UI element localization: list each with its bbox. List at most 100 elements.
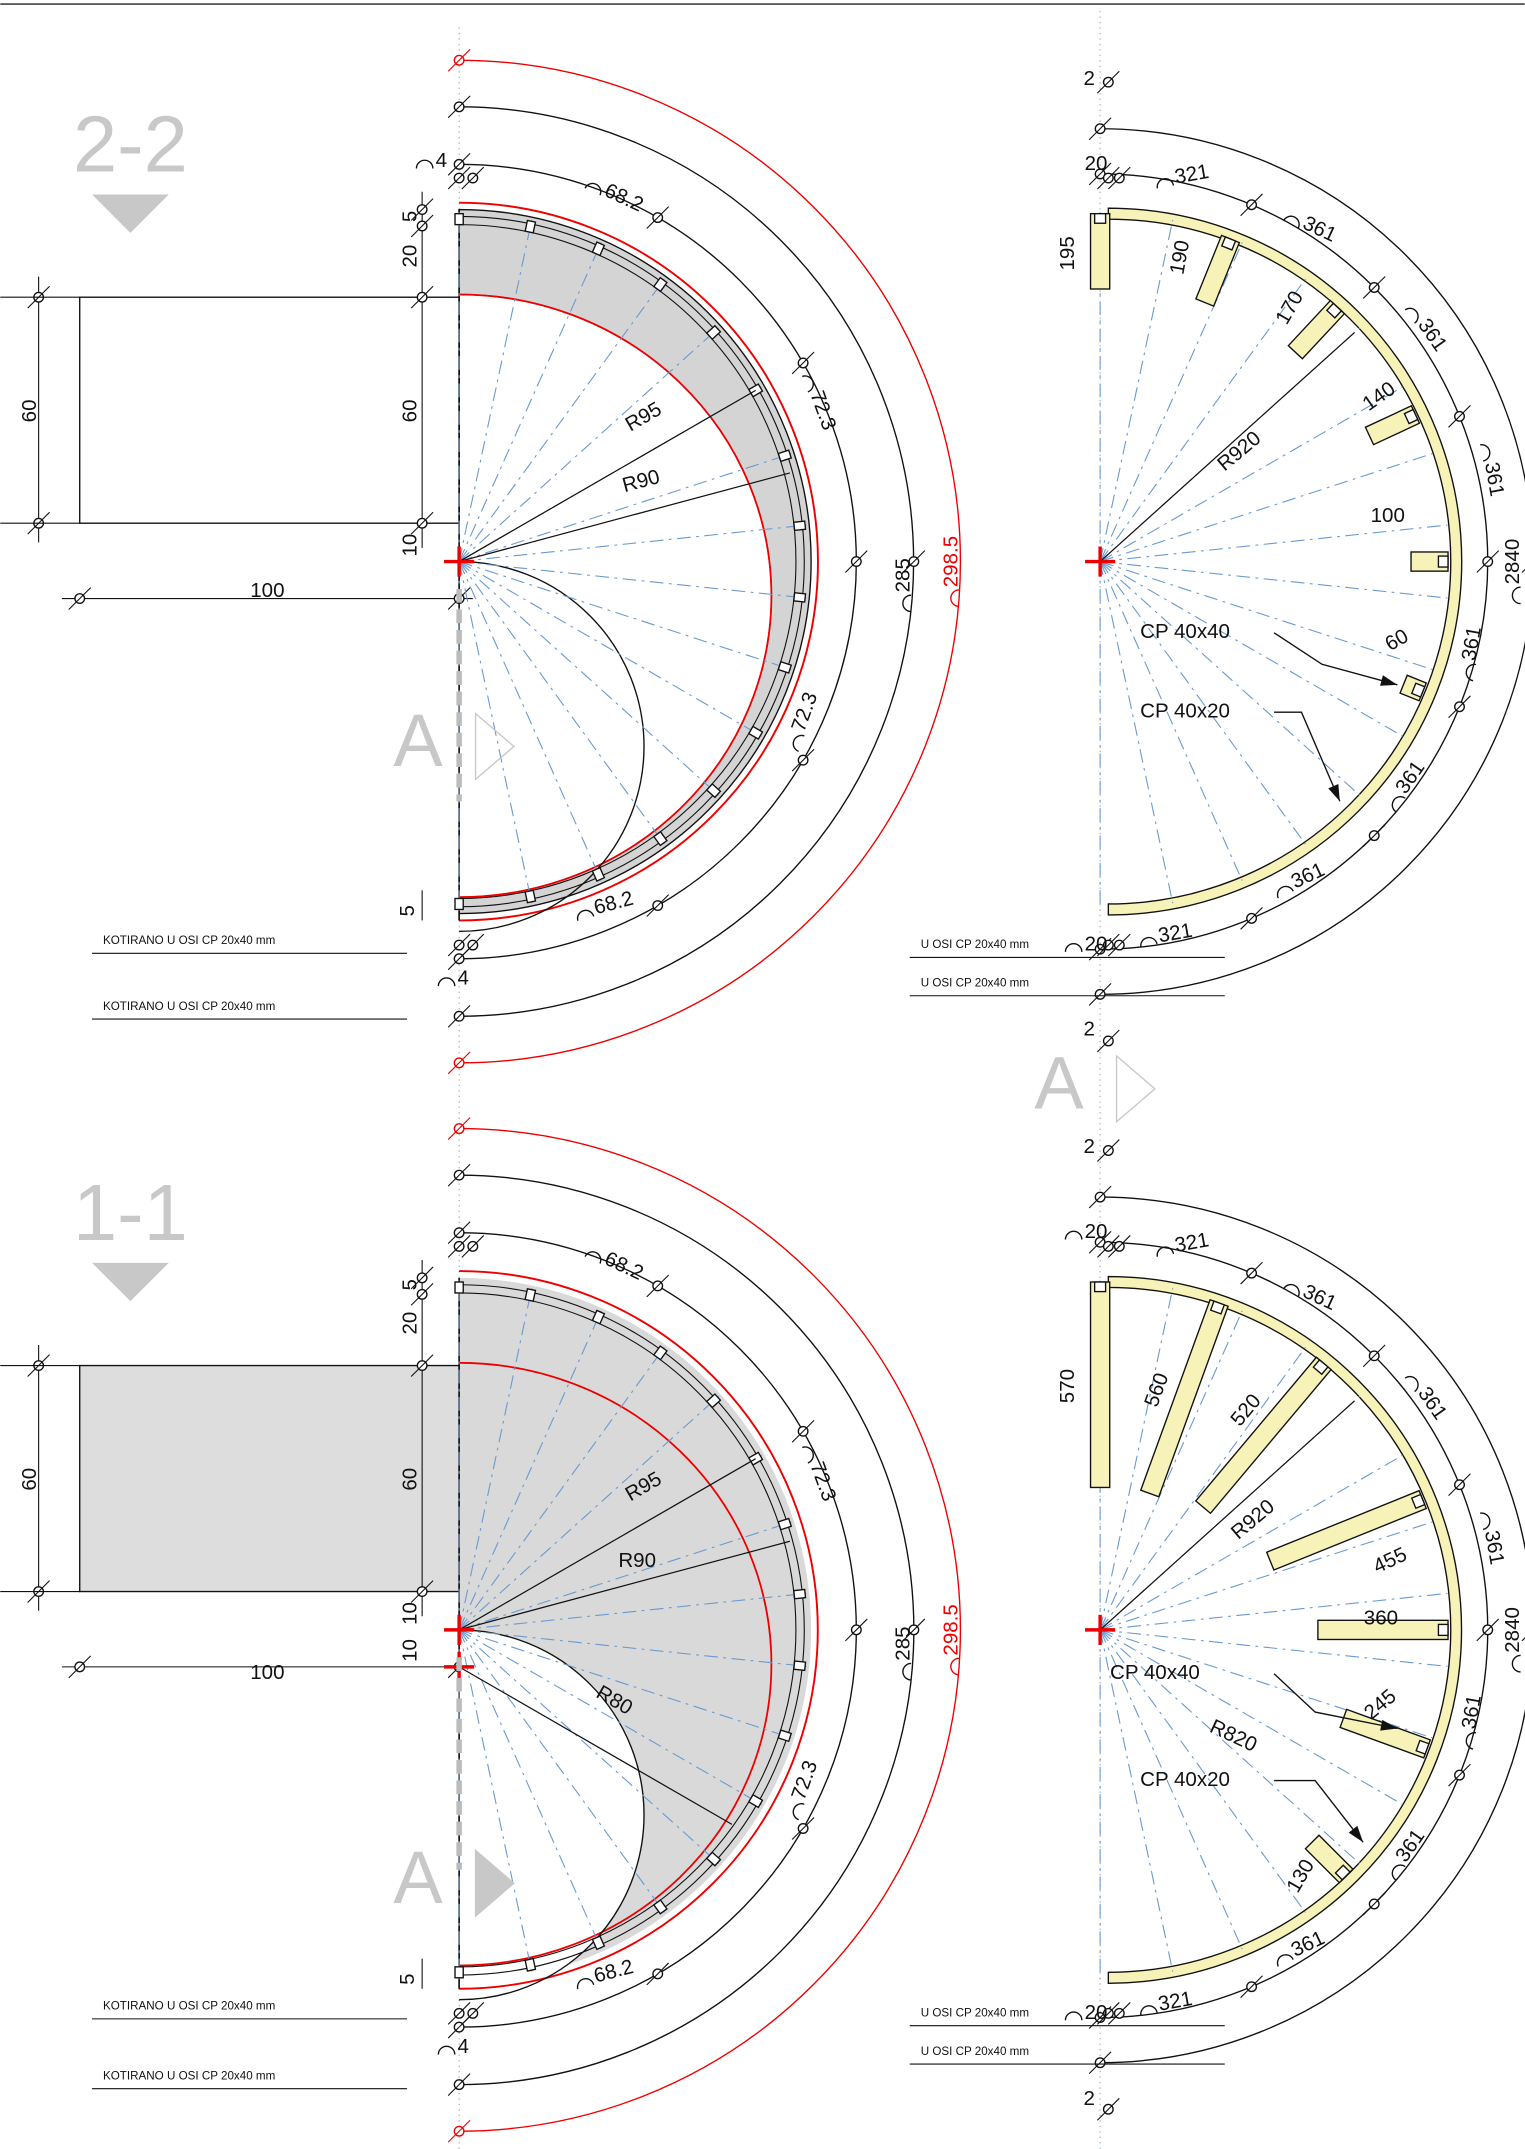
post [705,1393,722,1409]
label-text: 361 [1480,1529,1509,1567]
radial-axis [1099,1454,1403,1631]
label-text: 360 [1364,1606,1398,1629]
arc-symbol [792,734,805,753]
dimension-label: 140 [1358,377,1399,415]
dimension-tick [461,1235,485,1258]
post [705,1851,722,1867]
dimension-tick [902,550,926,573]
dimension-label: 60 [399,1468,422,1491]
leader-arrow [1380,1719,1398,1731]
dimension-tick [902,1618,926,1642]
dimension-label: 2840 [1501,539,1524,605]
label-text: 4 [436,149,447,172]
label-text: 190 [1166,238,1195,276]
radial-axis [1099,242,1243,562]
radius-line [1099,1400,1355,1631]
post [1220,236,1237,251]
radius-line [458,389,756,563]
post [591,866,606,882]
radial-axis [1099,1629,1306,1913]
dimension-tick [1448,1763,1471,1787]
radial-axis [458,242,602,562]
arc-symbol [1282,1283,1300,1297]
dimension-label: 4 [415,149,447,172]
inner-arc [459,560,645,933]
arc-symbol [1480,444,1491,462]
radial-axis [1099,219,1174,562]
label-text: R920 [1227,1495,1279,1544]
radial-axis [1099,1629,1433,1739]
dimension-tick [844,1618,868,1642]
section-marker-arrow [474,1848,515,1918]
dimension-label: 298.5 [940,536,963,608]
radial-axis [1099,1629,1174,1972]
dimension-label: 2 [1083,1017,1094,1040]
tread-bar [1089,212,1111,290]
dimension-label: CP 40x20 [1140,1768,1230,1791]
dimension-tick [1088,1230,1112,1254]
radius-line [458,1666,733,1825]
dimension-label: 20 [399,1312,422,1335]
post [793,1660,807,1672]
radial-axis [1099,1521,1433,1631]
dimension-tick [447,1117,471,1140]
post [1093,212,1107,224]
post [454,1281,464,1294]
label-text: 195 [1056,236,1079,270]
label-text: 130 [1282,1855,1319,1896]
arc-symbol [437,2045,456,2055]
dimension-tick [461,2002,485,2025]
dimension-label: 361 [1457,1693,1486,1750]
post [591,1935,606,1951]
dimension-tick [447,166,471,190]
post [1209,1300,1226,1315]
leader-arrow [1328,783,1340,802]
arc-symbol [1465,663,1477,682]
label-text: 10 [399,534,422,557]
label-text: 361 [1299,1280,1340,1315]
dimension-tick [410,198,434,221]
label-text: CP 40x20 [1140,1768,1230,1791]
label-text: 2 [1083,1135,1094,1158]
dimension-tick [1096,2097,1120,2121]
radial-axis [459,561,807,599]
stringer-red [459,201,819,922]
stringer-red [459,1270,819,1990]
radial-axis [1100,1592,1448,1631]
radial-axis [458,453,792,563]
dimension-tick [1088,117,1112,141]
dimension-label: 10 [399,534,422,557]
section-marker: A [393,1836,443,1919]
label-text: 60 [18,399,41,422]
label-text: 298.5 [940,536,963,587]
dimension-tick [447,1221,471,1245]
dimension-tick [461,933,485,957]
label-text: 10 [399,1602,422,1625]
arc-symbol [950,1657,960,1676]
label-text: 4 [458,967,469,990]
label-text: 2 [1083,67,1094,90]
dimension-tick [410,1266,434,1290]
post [454,212,464,226]
radial-axis [458,1521,792,1631]
dimension-tick [791,1419,815,1443]
label-text: R820 [1206,1715,1260,1757]
dimension-label: 130 [1282,1855,1319,1896]
post [1415,1739,1430,1755]
dimension-label: R920 [1213,427,1265,476]
dimension-tick [1096,1235,1120,1258]
label-text: 361 [1299,211,1340,246]
radial-axis [458,561,665,845]
dimension-label: 20 [1064,932,1107,955]
post [1334,1864,1351,1881]
radial-axis [1099,561,1243,881]
dimension-label: 72.3 [802,1446,841,1504]
dimension-label: 170 [1271,287,1308,328]
radial-axis [1099,561,1174,904]
radial-axis [458,1629,602,1950]
tread-bar [1194,1356,1333,1515]
dimension-tick [410,285,434,309]
dimension-tick [410,214,434,238]
dimension-label: 360 [1364,1606,1398,1629]
label-text: 60 [399,1468,422,1491]
